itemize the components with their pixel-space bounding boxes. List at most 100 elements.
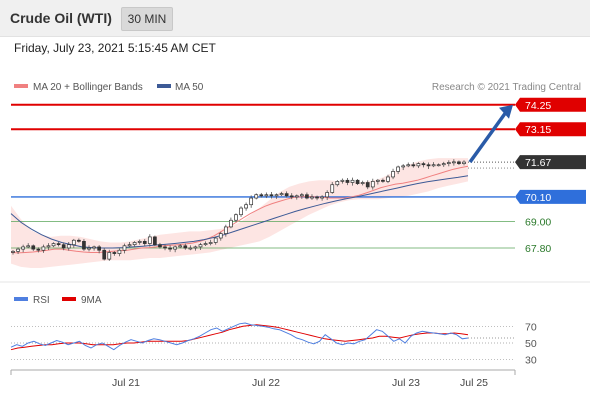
candle-body [213,237,218,243]
candle-body [218,233,223,239]
candle-body [239,207,243,216]
bollinger-band-area [11,158,468,268]
candle-body [436,164,441,167]
rsi-tick-label-30: 30 [525,355,537,367]
candle-body [92,246,96,249]
target-arrow [468,104,513,164]
candle-body [391,171,395,178]
candle-body [178,245,183,248]
moving-averages [10,165,469,254]
level-label-71-67: 71.67 [525,157,551,169]
candle-body [340,179,345,182]
candle-body [77,239,81,242]
candle-body [56,243,61,246]
candle-body [188,247,193,250]
candle-body [51,243,56,247]
candle-body [127,244,132,247]
level-label-74-25: 74.25 [525,100,551,112]
candle-body [36,248,41,251]
target-arrow-head [499,104,513,119]
ma50-legend-label: MA 50 [175,82,204,93]
candle-body [376,179,380,182]
target-arrow-shaft [468,109,509,164]
candle-body [234,214,238,221]
candle-body [441,163,446,166]
candle-body [386,176,390,182]
candle-body [269,194,274,197]
candle-body [330,184,335,193]
candle-body [452,161,456,164]
rsi-legend-label: RSI [33,295,50,306]
candle-body [249,197,254,206]
timestamp: Friday, July 23, 2021 5:15:45 AM CET [14,41,216,55]
candle-body [41,246,46,251]
level-label-box-74-25 [515,97,586,112]
candle-body [66,244,71,249]
candle-body [11,250,15,253]
candle-body [168,247,172,250]
rsi-legend-swatch [14,297,28,301]
interval-button[interactable]: 30 MIN [121,7,173,31]
candle-body [335,181,340,186]
candle-body [284,193,289,197]
ma20-legend-swatch [14,84,28,88]
candle-body [87,247,91,250]
ma50-line [10,175,469,249]
bollinger-band [11,158,468,268]
candle-body [299,194,304,197]
candle-body [71,239,76,246]
candle-body [421,163,426,166]
candle-body [289,195,294,198]
candle-body [158,244,162,248]
candle-body [416,163,421,167]
candle-body [16,248,20,252]
candle-body [259,194,264,197]
candlesticks [11,159,466,261]
level-label-box-71-67 [515,155,586,170]
candle-body [26,245,31,248]
candle-body [350,179,355,183]
candle-body [223,226,228,234]
candle-body [31,245,36,250]
candle-body [365,182,370,188]
x-tick-label: Jul 25 [460,377,488,389]
candle-body [153,236,157,246]
ma20-line [10,165,469,254]
candle-body [142,241,147,244]
candle-body [315,196,319,199]
candle-body [279,193,284,196]
chart-header: Crude Oil (WTI) 30 MIN [0,0,590,37]
candle-body [294,195,299,198]
candle-body [82,241,86,250]
candle-body [462,161,466,164]
candle-body [107,252,112,260]
candle-body [457,161,461,164]
candle-body [345,179,350,183]
candle-body [360,182,365,184]
rsi-panel: 70 50 30 [10,321,537,367]
ma50-legend-swatch [157,84,171,88]
candle-body [355,179,360,184]
candle-body [183,245,188,249]
x-tick-label: Jul 21 [112,377,140,389]
candle-body [21,246,25,250]
candle-body [193,246,198,249]
candle-body [97,246,101,251]
candle-body [122,245,127,251]
level-label-69-00: 69.00 [525,216,551,228]
level-label-73-15: 73.15 [525,124,551,136]
candle-body [112,252,117,254]
candle-body [61,244,66,249]
candle-body [198,244,203,248]
ma20-legend-label: MA 20 + Bollinger Bands [33,82,143,93]
candle-body [310,196,314,199]
level-label-70-10: 70.10 [525,192,551,204]
candle-body [203,243,208,246]
level-label-67-80: 67.80 [525,243,551,255]
rsi-ma-legend-swatch [62,297,76,301]
x-axis-ticks: Jul 21 Jul 22 Jul 23 Jul 25 [112,377,488,389]
candle-body [396,166,400,172]
candle-body [305,194,309,199]
rsi-ma-line [10,324,469,351]
